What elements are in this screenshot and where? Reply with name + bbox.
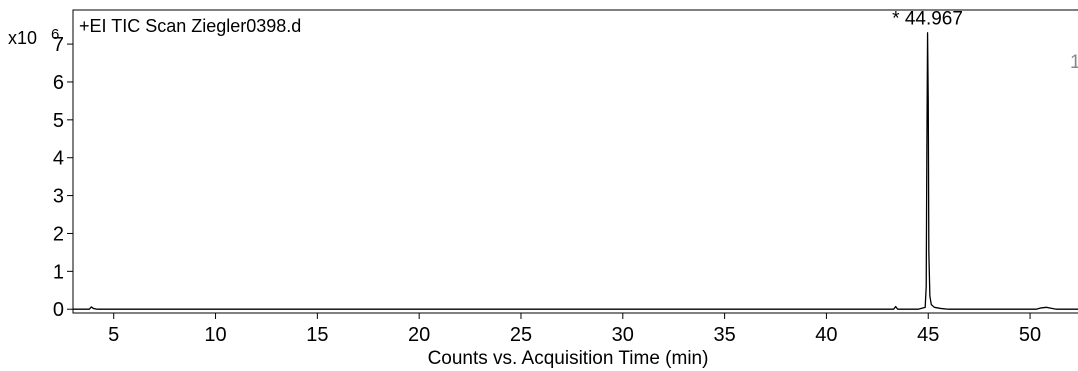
y-tick-label: 7 xyxy=(53,34,64,56)
x-tick-label: 35 xyxy=(713,324,735,346)
x-axis: 5 10 15 20 25 30 35 40 45 50 xyxy=(108,313,1041,346)
y-tick-label: 2 xyxy=(53,223,64,245)
series-layer xyxy=(73,32,1078,310)
x-tick-label: 40 xyxy=(815,324,837,346)
peak-annotation: * 44.967 xyxy=(892,9,963,30)
x-tick-label: 15 xyxy=(306,324,328,346)
tic-trace-line xyxy=(73,32,1078,310)
x-tick-label: 20 xyxy=(408,324,430,346)
x-tick-label: 25 xyxy=(510,324,532,346)
y-tick-label: 6 xyxy=(53,72,64,94)
y-tick-label: 0 xyxy=(53,299,64,321)
y-tick-label: 5 xyxy=(53,110,64,132)
y-tick-label: 1 xyxy=(53,261,64,283)
y-multiplier-label: x10 xyxy=(8,28,37,48)
y-axis: 0 1 2 3 4 5 6 7 xyxy=(53,34,73,321)
y-tick-label: 4 xyxy=(53,148,64,170)
annotation-layer: * 44.967 xyxy=(892,9,963,30)
x-tick-label: 45 xyxy=(917,324,939,346)
x-tick-label: 30 xyxy=(612,324,634,346)
chart-title: +EI TIC Scan Ziegler0398.d xyxy=(79,16,301,36)
x-tick-label: 5 xyxy=(108,324,119,346)
x-tick-label: 10 xyxy=(204,324,226,346)
x-axis-label: Counts vs. Acquisition Time (min) xyxy=(428,348,709,369)
clipped-peak-label: 1 xyxy=(1070,52,1078,73)
x-tick-label: 50 xyxy=(1019,324,1041,346)
y-tick-label: 3 xyxy=(53,186,64,208)
plot-frame xyxy=(72,9,1078,314)
y-exponent-label: 6 xyxy=(51,26,59,43)
